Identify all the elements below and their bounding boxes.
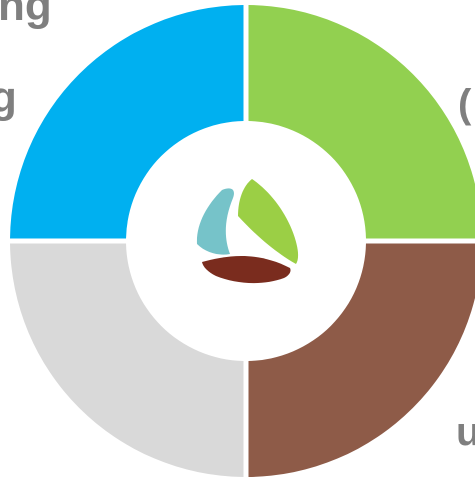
logo-leaf-brown xyxy=(202,256,291,284)
quadrant-top-right xyxy=(248,5,475,239)
logo-leaf-teal xyxy=(196,188,234,255)
three-leaf-swirl-logo-icon xyxy=(196,179,299,284)
quadrant-bottom-left xyxy=(10,243,244,477)
quadrant-top-left xyxy=(10,5,244,239)
heading-fragment-top: ng xyxy=(0,0,52,30)
quadrant-bottom-right xyxy=(248,243,475,477)
label-fragment-right-upper: ( xyxy=(458,82,472,126)
label-fragment-right-lower: u xyxy=(456,410,475,454)
heading-fragment-left: g xyxy=(0,73,17,122)
logo-leaf-green xyxy=(238,179,299,264)
